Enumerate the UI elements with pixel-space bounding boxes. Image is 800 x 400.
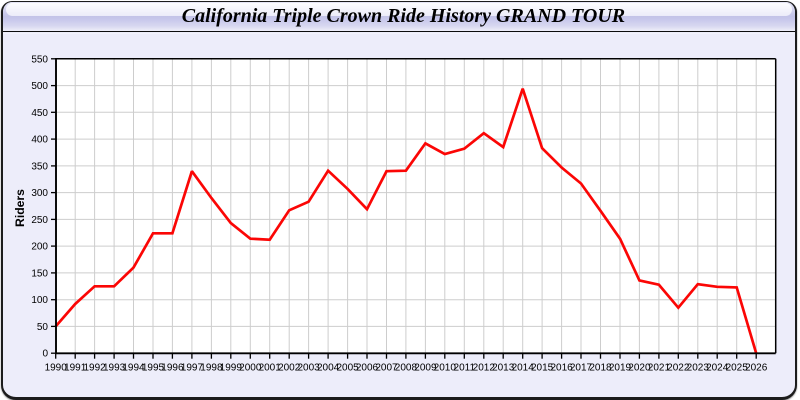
svg-text:1998: 1998 (200, 363, 223, 374)
svg-text:2021: 2021 (648, 363, 671, 374)
svg-text:2008: 2008 (395, 363, 418, 374)
svg-text:1991: 1991 (64, 363, 87, 374)
svg-text:2012: 2012 (473, 363, 496, 374)
svg-text:200: 200 (31, 242, 48, 253)
svg-text:2016: 2016 (550, 363, 573, 374)
svg-text:2007: 2007 (375, 363, 398, 374)
svg-text:1997: 1997 (181, 363, 204, 374)
svg-text:2011: 2011 (454, 363, 476, 374)
svg-text:2020: 2020 (628, 363, 651, 374)
svg-text:2018: 2018 (589, 363, 612, 374)
svg-text:1996: 1996 (161, 363, 184, 374)
svg-text:2019: 2019 (609, 363, 632, 374)
svg-text:50: 50 (37, 322, 49, 333)
svg-text:2004: 2004 (317, 363, 340, 374)
svg-text:2000: 2000 (239, 363, 262, 374)
svg-text:300: 300 (31, 188, 48, 199)
svg-text:1993: 1993 (103, 363, 126, 374)
svg-text:250: 250 (31, 215, 48, 226)
svg-text:2017: 2017 (570, 363, 593, 374)
svg-text:150: 150 (31, 268, 48, 279)
svg-text:Riders: Riders (13, 189, 27, 227)
svg-text:2022: 2022 (667, 363, 690, 374)
svg-text:2013: 2013 (492, 363, 515, 374)
svg-text:2014: 2014 (512, 363, 535, 374)
svg-text:2023: 2023 (687, 363, 710, 374)
svg-text:1992: 1992 (83, 363, 106, 374)
svg-text:400: 400 (31, 135, 48, 146)
svg-text:2001: 2001 (259, 363, 282, 374)
svg-text:2003: 2003 (297, 363, 320, 374)
svg-text:500: 500 (31, 81, 48, 92)
svg-text:2024: 2024 (706, 363, 729, 374)
svg-text:2006: 2006 (356, 363, 379, 374)
svg-text:350: 350 (31, 161, 48, 172)
svg-text:100: 100 (31, 295, 48, 306)
svg-text:0: 0 (42, 349, 48, 360)
svg-text:2015: 2015 (531, 363, 554, 374)
svg-text:2002: 2002 (278, 363, 301, 374)
svg-text:2009: 2009 (414, 363, 437, 374)
svg-text:1990: 1990 (45, 363, 68, 374)
svg-text:1994: 1994 (122, 363, 145, 374)
svg-text:550: 550 (31, 54, 48, 65)
svg-text:1999: 1999 (220, 363, 243, 374)
svg-text:1995: 1995 (142, 363, 165, 374)
svg-text:2005: 2005 (336, 363, 359, 374)
svg-text:2025: 2025 (726, 363, 749, 374)
svg-text:2026: 2026 (745, 363, 768, 374)
svg-text:450: 450 (31, 108, 48, 119)
svg-text:2010: 2010 (434, 363, 457, 374)
